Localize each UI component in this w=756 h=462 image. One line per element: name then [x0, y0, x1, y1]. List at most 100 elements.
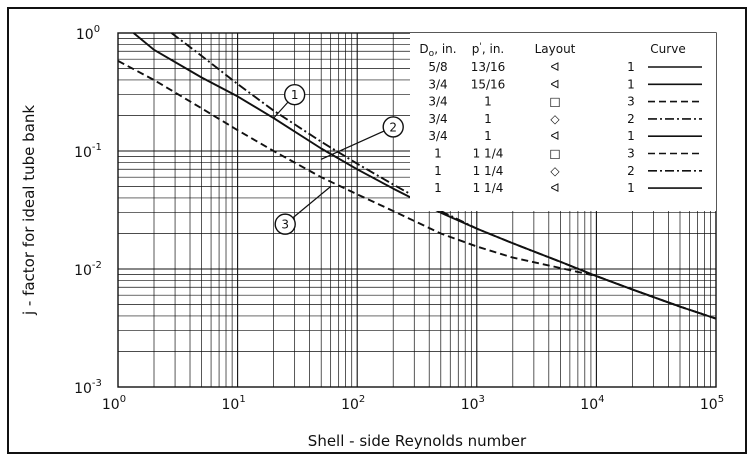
legend-header-do-subscript: o [429, 49, 435, 59]
legend-pitch-value: 1 [484, 129, 492, 143]
legend-pitch-value: 1 [484, 95, 492, 109]
legend-curve-number: 1 [627, 60, 635, 74]
legend-layout-symbol: ᐊ [550, 181, 559, 195]
legend-curve-number: 1 [627, 129, 635, 143]
callout-label: 1 [291, 88, 299, 102]
legend-pitch-value: 1 [484, 112, 492, 126]
legend-do-value: 1 [434, 147, 442, 161]
x-tick-label: 102 [341, 394, 365, 413]
x-tick-label: 101 [221, 394, 245, 413]
legend-pitch-value: 1 1/4 [473, 181, 504, 195]
legend-row: 1 1 1/4 ◇ 2 [434, 164, 702, 178]
callout-3: 3 [274, 186, 332, 235]
legend-row: 3/4 1 ◇ 2 [428, 112, 702, 126]
legend-layout-symbol: ᐊ [550, 129, 559, 143]
legend-curve-number: 3 [627, 95, 635, 109]
legend-row: 3/4 15/16 ᐊ 1 [428, 77, 702, 91]
legend-layout-symbol: ᐊ [550, 77, 559, 91]
legend-do-value: 3/4 [428, 77, 447, 91]
y-tick-label: 10-3 [74, 378, 102, 397]
callout-label: 3 [281, 218, 289, 232]
legend-header-layout: Layout [535, 42, 576, 56]
y-tick-label: 100 [76, 24, 100, 43]
legend-pitch-value: 15/16 [471, 77, 506, 91]
legend-header-pitch-mark: ' [479, 42, 481, 52]
callout-label: 2 [389, 120, 397, 134]
y-tick-base: 10 [74, 263, 92, 279]
x-tick-exponent: 0 [120, 394, 126, 405]
legend-row: 1 1 1/4 ᐊ 1 [434, 181, 702, 195]
legend-do-value: 5/8 [428, 60, 447, 74]
legend-row: 3/4 1 ᐊ 1 [428, 129, 702, 143]
legend-do-value: 3/4 [428, 95, 447, 109]
legend: Do, in. p', in. Layout Curve 5/8 13/16 ᐊ 13… [410, 33, 716, 211]
legend-layout-symbol: ᐊ [550, 60, 559, 74]
legend-pitch-value: 1 1/4 [473, 164, 504, 178]
legend-header-pitch-letter: p [472, 42, 480, 56]
y-tick-exponent: -3 [92, 378, 102, 389]
legend-row: 1 1 1/4 □ 3 [434, 147, 702, 161]
legend-curve-number: 2 [627, 164, 635, 178]
x-tick-exponent: 4 [598, 394, 604, 405]
x-tick-label: 100 [102, 394, 126, 413]
x-tick-exponent: 2 [359, 394, 365, 405]
callout-leader [292, 186, 332, 219]
legend-curve-number: 1 [627, 77, 635, 91]
legend-curve-number: 1 [627, 181, 635, 195]
legend-pitch-value: 1 1/4 [473, 147, 504, 161]
y-axis-label: j - factor for ideal tube bank [20, 105, 38, 316]
callout-circle [274, 213, 296, 235]
legend-curve-number: 3 [627, 147, 635, 161]
legend-header-curve: Curve [650, 42, 685, 56]
legend-layout-symbol: □ [549, 95, 560, 109]
legend-header-pitch-unit: , in. [482, 42, 504, 56]
y-tick-base: 10 [76, 27, 94, 43]
legend-pitch-value: 13/16 [471, 60, 506, 74]
y-tick-exponent: 0 [94, 24, 100, 35]
legend-layout-symbol: ◇ [550, 112, 560, 126]
legend-layout-symbol: □ [549, 147, 560, 161]
legend-layout-symbol: ◇ [550, 164, 560, 178]
x-tick-base: 10 [341, 397, 359, 413]
curve-callouts: 1 2 3 [273, 83, 404, 235]
x-tick-label: 104 [580, 394, 604, 413]
legend-background [410, 33, 716, 211]
legend-header-pitch: p', in. [472, 42, 505, 56]
callout-leader [320, 130, 385, 160]
x-tick-exponent: 1 [239, 394, 245, 405]
legend-curve-number: 2 [627, 112, 635, 126]
callout-2: 2 [320, 116, 404, 160]
legend-header-do: Do, in. [419, 42, 456, 59]
chart-frame [7, 7, 747, 454]
y-tick-base: 10 [74, 145, 92, 161]
callout-1: 1 [273, 83, 306, 119]
x-tick-base: 10 [221, 397, 239, 413]
x-tick-base: 10 [700, 397, 718, 413]
x-tick-label: 103 [461, 394, 485, 413]
y-tick-label: 10-1 [74, 142, 102, 161]
y-tick-exponent: -2 [92, 260, 102, 271]
legend-header-do-unit: , in. [434, 42, 456, 56]
x-tick-exponent: 5 [718, 394, 724, 405]
legend-rows: 5/8 13/16 ᐊ 13/4 15/16 ᐊ 13/4 1 □ 33/4 1 ◇ 23/4 1 ᐊ 11 1… [428, 60, 702, 195]
legend-row: 3/4 1 □ 3 [428, 95, 702, 109]
legend-header-do-letter: D [419, 42, 428, 56]
legend-row: 5/8 13/16 ᐊ 1 [428, 60, 702, 74]
x-axis-label: Shell - side Reynolds number [308, 432, 527, 450]
legend-do-value: 3/4 [428, 129, 447, 143]
legend-do-value: 1 [434, 181, 442, 195]
y-tick-exponent: -1 [92, 142, 102, 153]
x-tick-exponent: 3 [479, 394, 485, 405]
legend-do-value: 3/4 [428, 112, 447, 126]
callout-circle [382, 116, 404, 138]
callout-leader [273, 101, 289, 119]
x-tick-base: 10 [102, 397, 120, 413]
x-tick-base: 10 [461, 397, 479, 413]
legend-do-value: 1 [434, 164, 442, 178]
y-tick-label: 10-2 [74, 260, 102, 279]
y-tick-base: 10 [74, 381, 92, 397]
callout-circle [283, 83, 306, 106]
x-tick-label: 105 [700, 394, 724, 413]
